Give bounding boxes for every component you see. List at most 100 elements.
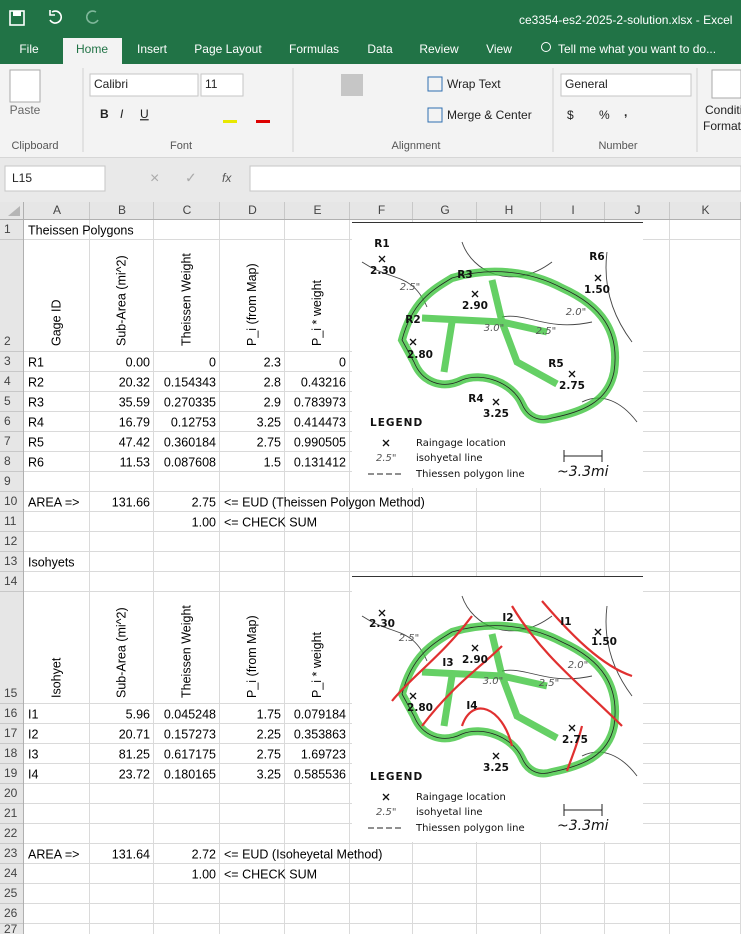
column-header-bar — [0, 202, 741, 220]
ribbon-tab[interactable]: Formulas — [289, 42, 339, 56]
conditional-format-button[interactable]: Conditi — [705, 103, 741, 117]
row-header[interactable]: 3 — [4, 354, 11, 368]
row-header[interactable]: 19 — [4, 766, 18, 780]
column-header[interactable]: G — [440, 203, 449, 217]
paste-label[interactable]: Paste — [10, 103, 41, 117]
row-header[interactable]: 15 — [4, 686, 18, 700]
header-cell: Sub-Area (mi^2) — [114, 255, 128, 346]
ribbon-tab[interactable]: File — [19, 42, 39, 56]
bulb-icon — [541, 42, 551, 52]
column-header[interactable]: D — [248, 203, 257, 217]
cancel-icon[interactable]: × — [150, 170, 159, 187]
row-header[interactable]: 10 — [4, 494, 18, 508]
ribbon-tab[interactable]: Review — [419, 42, 459, 56]
thiessen-polygon — [421, 279, 559, 388]
comma-button[interactable]: , — [624, 105, 627, 119]
row-header[interactable]: 9 — [4, 474, 11, 488]
ribbon-tab[interactable]: View — [486, 42, 512, 56]
column-header[interactable]: I — [571, 203, 574, 217]
cell-text: R3 — [28, 395, 44, 409]
row-header[interactable]: 27 — [4, 922, 18, 934]
format-button[interactable]: Format — [703, 119, 741, 133]
ribbon-tab[interactable]: Data — [367, 42, 393, 56]
fx-button[interactable]: fx — [222, 171, 232, 185]
column-header[interactable]: K — [701, 203, 709, 217]
isohyet-line — [501, 669, 593, 680]
font-name-box[interactable] — [89, 73, 199, 97]
row-header[interactable]: 13 — [4, 554, 18, 568]
cell-number: 131.64 — [112, 847, 150, 861]
tell-me[interactable]: Tell me what you want to do... — [558, 42, 716, 56]
cell-number: 0.353863 — [294, 727, 346, 741]
align-button-selected[interactable] — [341, 74, 363, 96]
cell-number: 1.69723 — [301, 747, 346, 761]
row-header[interactable]: 1 — [4, 222, 11, 236]
number-format-box[interactable] — [560, 73, 692, 97]
underline-button[interactable]: U — [140, 107, 149, 121]
row-header[interactable]: 22 — [4, 826, 18, 840]
row-header[interactable]: 16 — [4, 706, 18, 720]
ribbon-tab[interactable]: Insert — [137, 42, 168, 56]
cell-number: 0.131412 — [294, 455, 346, 469]
column-header[interactable]: A — [53, 203, 61, 217]
ribbon-tab[interactable]: Page Layout — [194, 42, 262, 56]
cell-number: 2.75 — [257, 747, 281, 761]
map-label: 2.75 — [559, 380, 585, 392]
row-header[interactable]: 14 — [4, 574, 18, 588]
row-header[interactable]: 8 — [4, 454, 11, 468]
column-header[interactable]: B — [118, 203, 126, 217]
select-all[interactable] — [8, 206, 20, 216]
currency-button[interactable]: $ — [567, 108, 574, 122]
row-header[interactable]: 20 — [4, 786, 18, 800]
row-header[interactable]: 11 — [4, 514, 17, 528]
row-header[interactable]: 5 — [4, 394, 11, 408]
name-box[interactable] — [4, 165, 106, 192]
image-bg — [352, 222, 643, 488]
merge-center-button[interactable]: Merge & Center — [447, 108, 532, 122]
scale-label: ~3.3mi — [557, 818, 609, 834]
row-header[interactable]: 2 — [4, 334, 11, 348]
row-header[interactable]: 25 — [4, 886, 18, 900]
undo-icon[interactable] — [49, 10, 63, 24]
font-size-box[interactable] — [200, 73, 244, 97]
map-label: 3.0" — [483, 676, 504, 687]
percent-button[interactable]: % — [599, 108, 610, 122]
wrap-text-button[interactable]: Wrap Text — [447, 77, 501, 91]
row-header[interactable]: 4 — [4, 374, 11, 388]
column-header[interactable]: F — [378, 203, 385, 217]
row-header[interactable]: 24 — [4, 866, 18, 880]
legend-isohyet-sample: 2.5" — [376, 807, 397, 818]
group-label: Number — [598, 140, 637, 152]
raingage-marker — [378, 255, 386, 263]
italic-button[interactable]: I — [120, 107, 124, 121]
conditional-icon[interactable] — [711, 69, 741, 99]
isohyet-red — [391, 615, 473, 702]
row-header[interactable]: 17 — [4, 726, 18, 740]
cell-text: I2 — [28, 727, 38, 741]
row-header[interactable]: 23 — [4, 846, 18, 860]
row-header[interactable]: 12 — [4, 534, 18, 548]
map-label: 3.25 — [483, 762, 509, 774]
column-header[interactable]: J — [635, 203, 641, 217]
redo-icon[interactable] — [85, 10, 99, 24]
row-header[interactable]: 21 — [4, 806, 18, 820]
formula-input[interactable] — [249, 165, 741, 192]
raingage-marker — [594, 274, 602, 282]
map-image: R1 2.30 R3 2.90 R2 2.80 R6 1.50 R5 2.75 R43.25 2.5"… — [352, 222, 643, 488]
ribbon-tab[interactable]: Home — [76, 42, 108, 56]
column-header[interactable]: E — [313, 203, 321, 217]
map-label: R3 — [457, 269, 472, 281]
cell-text: <= CHECK SUM — [224, 867, 317, 881]
scale-label: ~3.3mi — [557, 464, 609, 480]
row-header[interactable]: 26 — [4, 906, 18, 920]
map-label: 2.75 — [562, 734, 588, 746]
paste-icon[interactable] — [9, 69, 41, 103]
row-header[interactable]: 18 — [4, 746, 18, 760]
column-header[interactable]: C — [183, 203, 192, 217]
row-header[interactable]: 7 — [4, 434, 11, 448]
bold-button[interactable]: B — [100, 107, 109, 121]
column-header[interactable]: H — [505, 203, 514, 217]
row-header[interactable]: 6 — [4, 414, 11, 428]
map-label: R1 — [374, 238, 389, 250]
enter-icon[interactable]: ✓ — [185, 170, 197, 186]
